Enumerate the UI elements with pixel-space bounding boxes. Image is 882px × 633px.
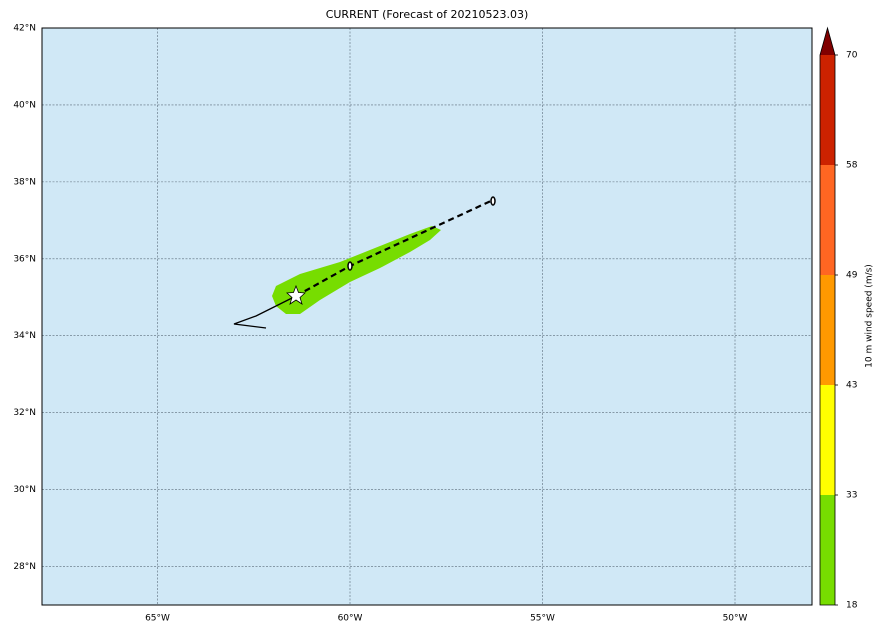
colorbar-frame bbox=[819, 26, 836, 606]
colorbar-tick-label: 70 bbox=[846, 51, 858, 61]
wind-swath bbox=[272, 226, 441, 314]
x-tick-label: 50°W bbox=[723, 614, 748, 624]
map-frame bbox=[41, 27, 813, 606]
map-title: CURRENT (Forecast of 20210523.03) bbox=[326, 8, 529, 21]
y-tick-label: 32°N bbox=[13, 408, 36, 418]
x-tick-label: 60°W bbox=[338, 614, 363, 624]
y-tick-label: 30°N bbox=[13, 485, 36, 495]
track-point bbox=[490, 196, 496, 206]
x-tick-label: 55°W bbox=[530, 614, 555, 624]
track-point bbox=[347, 261, 353, 271]
colorbar-tick-label: 33 bbox=[846, 491, 857, 501]
colorbar-extension bbox=[820, 28, 835, 55]
colorbar-segment bbox=[820, 495, 835, 605]
past-track bbox=[233, 295, 297, 329]
storm-position bbox=[286, 284, 306, 305]
y-tick-label: 28°N bbox=[13, 562, 36, 572]
colorbar-label: 10 m wind speed (m/s) bbox=[865, 264, 875, 368]
colorbar-tick-label: 18 bbox=[846, 601, 858, 611]
colorbar-segment bbox=[820, 55, 835, 165]
colorbar-tick-label: 49 bbox=[846, 271, 858, 281]
y-tick-label: 40°N bbox=[13, 100, 36, 110]
ocean bbox=[42, 28, 812, 605]
colorbar-segment bbox=[820, 165, 835, 275]
y-tick-label: 42°N bbox=[13, 24, 36, 34]
colorbar-tick-label: 58 bbox=[846, 161, 858, 171]
y-tick-label: 38°N bbox=[13, 177, 36, 187]
colorbar: 18 33 43 49 58 70 bbox=[819, 26, 858, 611]
colorbar-segment bbox=[820, 275, 835, 385]
y-tick-label: 34°N bbox=[13, 331, 36, 341]
colorbar-tick-label: 43 bbox=[846, 381, 857, 391]
colorbar-segment bbox=[820, 385, 835, 495]
y-tick-label: 36°N bbox=[13, 254, 36, 264]
x-tick-label: 65°W bbox=[145, 614, 170, 624]
